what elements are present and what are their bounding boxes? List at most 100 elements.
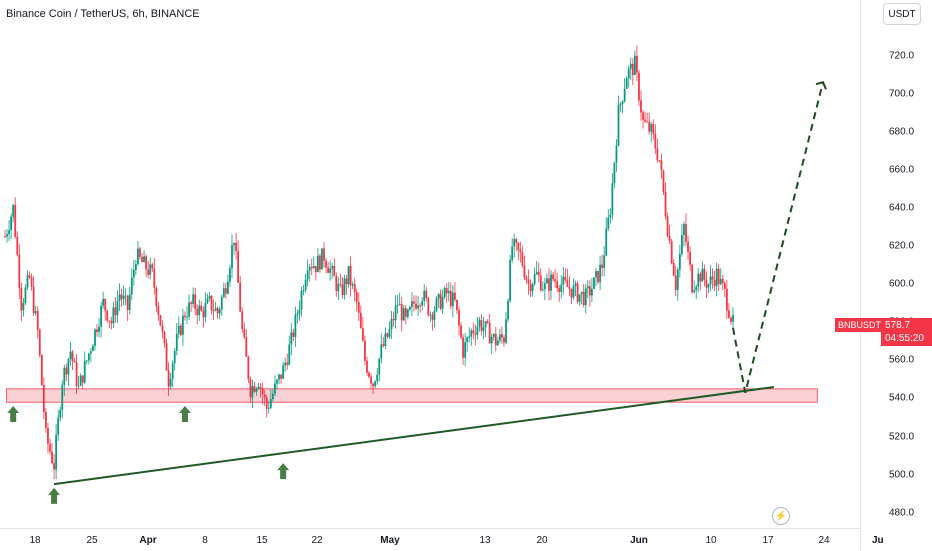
candle-body	[380, 344, 383, 359]
candle-body	[458, 310, 460, 326]
candle-body	[30, 277, 33, 287]
candle-body	[323, 248, 325, 261]
candle-body	[599, 264, 601, 283]
candle-body	[462, 337, 464, 358]
candle-body	[357, 301, 360, 313]
candle-body	[192, 294, 195, 304]
projection-path[interactable]	[732, 80, 827, 393]
candle-body	[378, 358, 381, 375]
x-tick-label: 22	[311, 535, 323, 546]
candle-body	[638, 72, 640, 101]
candle-body	[79, 375, 82, 386]
candle-body	[509, 260, 512, 301]
symbol-label: BNBUSDT	[835, 318, 885, 332]
candle-body	[212, 310, 215, 312]
candle-body	[249, 379, 252, 398]
candle-body	[34, 311, 37, 314]
candle-body	[415, 303, 417, 309]
lightning-icon[interactable]: ⚡	[772, 507, 790, 525]
candle-body	[53, 462, 55, 470]
candle-body	[411, 301, 413, 307]
candle-body	[42, 385, 45, 412]
candle-body	[149, 264, 152, 275]
candle-body	[468, 336, 471, 338]
price-axis[interactable]: 720.0700.0680.0660.0640.0620.0600.0580.0…	[860, 0, 932, 550]
candle-body	[642, 112, 644, 120]
candle-body	[460, 325, 462, 338]
y-tick-label: 500.0	[889, 469, 915, 481]
x-tick-label: 25	[86, 535, 98, 546]
candle-body	[200, 305, 203, 311]
candle-body	[302, 289, 305, 291]
candle-body	[184, 315, 186, 317]
candle-body	[280, 374, 282, 379]
candle-body	[400, 303, 403, 321]
trendline[interactable]	[53, 385, 775, 486]
currency-button[interactable]: USDT	[883, 3, 921, 25]
candle-body	[580, 291, 583, 295]
candle-body	[306, 270, 309, 280]
candle-body	[501, 334, 503, 338]
candle-body	[423, 290, 426, 301]
candle-body	[595, 271, 597, 278]
candle-body	[69, 351, 72, 360]
candle-body	[451, 292, 454, 307]
y-tick-label: 700.0	[889, 88, 915, 100]
y-tick-label: 640.0	[889, 202, 915, 214]
candle-body	[482, 327, 485, 331]
candle-body	[292, 332, 295, 337]
candle-body	[132, 269, 135, 278]
candle-body	[566, 280, 569, 287]
candle-body	[51, 451, 53, 463]
candle-body	[705, 279, 708, 288]
candle-body	[454, 292, 456, 300]
x-tick-label: 8	[202, 535, 208, 546]
candle-body	[603, 255, 606, 268]
candle-body	[652, 123, 655, 134]
candle-body	[143, 256, 145, 263]
candle-body	[537, 271, 540, 276]
price-chart[interactable]	[0, 0, 860, 528]
candle-body	[59, 409, 62, 418]
candle-body	[396, 305, 399, 306]
candle-body	[12, 204, 15, 217]
candle-body	[672, 262, 675, 276]
candle-body	[241, 311, 244, 330]
y-tick-label: 680.0	[889, 126, 915, 138]
candle-body	[521, 252, 524, 266]
candle-body	[290, 332, 293, 345]
candle-body	[676, 269, 679, 291]
candle-body	[496, 340, 499, 346]
candle-body	[584, 288, 587, 306]
candle-body	[558, 288, 561, 292]
candle-body	[278, 374, 280, 380]
candle-body	[233, 242, 235, 246]
candle-body	[629, 63, 632, 69]
candle-body	[368, 372, 370, 377]
candle-body	[204, 303, 207, 318]
candle-body	[161, 325, 164, 332]
candle-body	[276, 379, 278, 384]
candle-body	[439, 294, 442, 309]
candle-body	[593, 277, 595, 289]
candle-body	[14, 204, 17, 237]
candle-body	[427, 298, 430, 316]
candle-body	[24, 287, 27, 303]
candle-body	[658, 160, 661, 161]
candle-body	[304, 279, 307, 290]
candle-body	[216, 308, 219, 314]
candle-body	[274, 383, 276, 394]
candle-body	[182, 315, 184, 335]
candle-body	[49, 443, 51, 452]
candle-body	[145, 256, 148, 270]
candle-body	[582, 291, 585, 306]
candle-body	[89, 351, 92, 354]
time-axis[interactable]: 18 25 Apr 8 15 22 May 13 20 Jun 10 17 24 Ju	[0, 528, 884, 551]
candle-body	[707, 284, 710, 288]
candle-body	[548, 278, 550, 291]
candle-body	[186, 316, 188, 318]
candle-body	[353, 283, 356, 293]
candle-body	[445, 287, 448, 294]
y-tick-label: 480.0	[889, 507, 915, 519]
y-tick-label: 720.0	[889, 50, 915, 61]
